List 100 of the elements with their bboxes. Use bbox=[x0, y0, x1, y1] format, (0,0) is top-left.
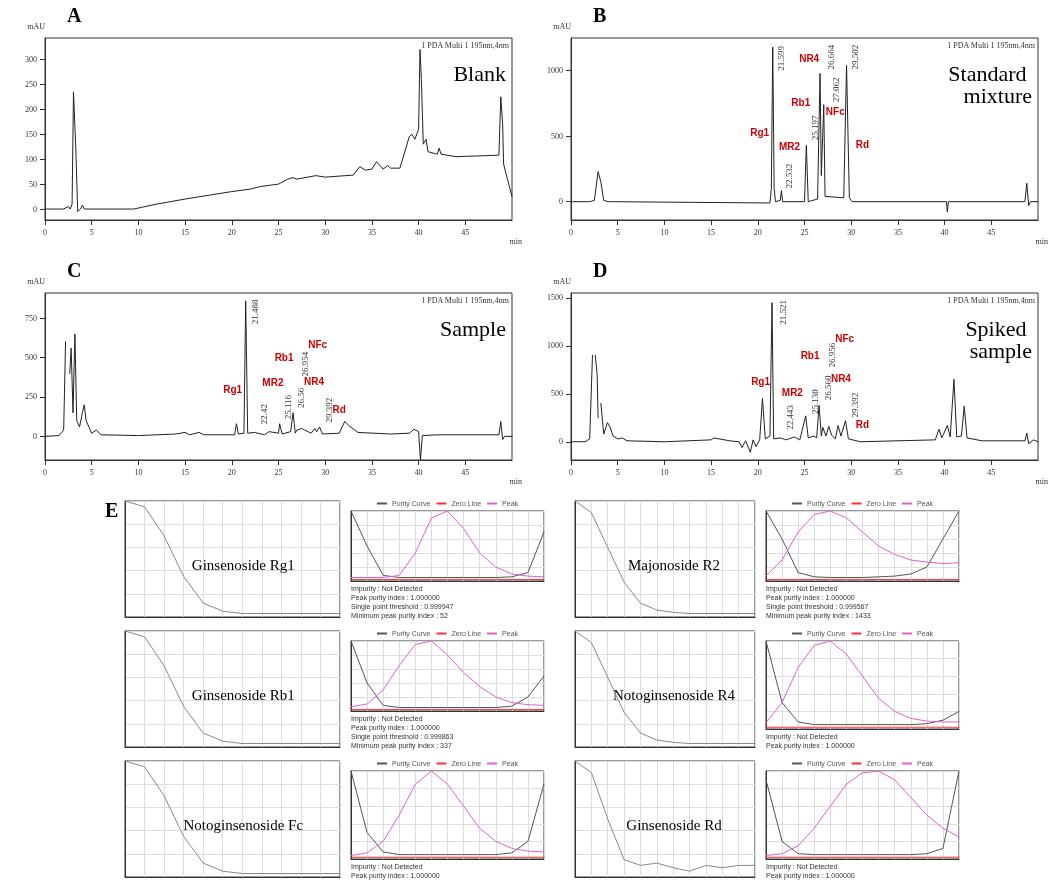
x-tick-label: 5 bbox=[89, 227, 94, 237]
y-axis-title: mAU bbox=[27, 276, 46, 286]
y-tick-label: 0 bbox=[33, 431, 37, 441]
y-axis-title: mAU bbox=[553, 276, 572, 286]
y-tick-label: 500 bbox=[551, 131, 563, 141]
annotation: 29.392 bbox=[324, 397, 335, 423]
annotation: 25.130 bbox=[810, 388, 821, 415]
annotation: MR2 bbox=[262, 376, 284, 388]
x-tick-label: 10 bbox=[660, 467, 669, 477]
annotation: MR2 bbox=[781, 387, 804, 399]
y-tick-label: 0 bbox=[559, 197, 563, 207]
annotation: NFc bbox=[835, 333, 855, 345]
x-tick-label: 40 bbox=[414, 227, 423, 237]
annotation: MR2 bbox=[778, 141, 801, 153]
annotation: Rb1 bbox=[791, 96, 811, 108]
x-tick-label: 25 bbox=[800, 227, 809, 237]
x-tick-label: 40 bbox=[414, 467, 423, 477]
y-tick-label: 150 bbox=[25, 129, 37, 139]
annotation: Rg1 bbox=[751, 375, 771, 387]
y-tick-label: 1000 bbox=[547, 66, 563, 76]
x-tick-label: 10 bbox=[660, 227, 669, 237]
y-tick-label: 200 bbox=[25, 104, 37, 114]
x-tick-label: 5 bbox=[89, 467, 94, 477]
x-tick-label: 45 bbox=[987, 227, 996, 237]
x-tick-label: 0 bbox=[43, 467, 47, 477]
chart-title: A bbox=[67, 4, 82, 26]
annotation: 21.488 bbox=[249, 298, 260, 325]
annotation: 1 PDA Multi 1 195nm,4nm bbox=[947, 40, 1036, 50]
y-tick-label: 0 bbox=[559, 437, 563, 447]
annotation: 1 PDA Multi 1 195nm,4nm bbox=[421, 40, 510, 50]
y-axis-title: mAU bbox=[553, 21, 572, 31]
annotation: 22.443 bbox=[784, 404, 795, 430]
annotation: 26.664 bbox=[825, 44, 836, 70]
annotation: 21.599 bbox=[776, 45, 787, 71]
x-tick-label: 0 bbox=[43, 227, 47, 237]
annotation: Sample bbox=[440, 315, 506, 341]
annotation: Rd bbox=[855, 418, 870, 430]
annotation: Rb1 bbox=[800, 349, 820, 361]
x-tick-label: 30 bbox=[847, 227, 856, 237]
x-tick-label: 35 bbox=[367, 227, 376, 237]
annotation: 1 PDA Multi 1 195nm,4nm bbox=[421, 295, 510, 305]
annotation: Rd bbox=[855, 138, 870, 150]
annotation: Notoginsenoside R4 bbox=[612, 686, 736, 703]
annotation: 26.56 bbox=[296, 387, 307, 409]
x-axis-title: min bbox=[1035, 236, 1048, 246]
x-axis-title: min bbox=[509, 476, 522, 486]
annotation: 29.392 bbox=[849, 392, 860, 418]
x-tick-label: 5 bbox=[615, 467, 620, 477]
y-tick-label: 100 bbox=[25, 154, 37, 164]
x-tick-label: 35 bbox=[367, 467, 376, 477]
annotation: 26.954 bbox=[299, 351, 310, 377]
x-tick-label: 20 bbox=[753, 467, 762, 477]
x-tick-label: 5 bbox=[615, 227, 620, 237]
annotation: 21.521 bbox=[778, 299, 789, 325]
x-tick-label: 15 bbox=[181, 227, 190, 237]
x-tick-label: 20 bbox=[227, 227, 236, 237]
x-tick-label: 30 bbox=[321, 467, 330, 477]
y-tick-label: 1500 bbox=[547, 293, 563, 303]
annotation: NFc bbox=[308, 339, 328, 351]
x-tick-label: 15 bbox=[707, 467, 716, 477]
annotation: Rd bbox=[332, 404, 346, 416]
annotation: Ginsenoside Rg1 bbox=[191, 556, 295, 573]
annotation: Rg1 bbox=[750, 126, 770, 138]
annotation: Standard mixture bbox=[948, 60, 1032, 108]
y-tick-label: 500 bbox=[25, 353, 37, 363]
y-tick-label: 250 bbox=[25, 392, 37, 402]
x-tick-label: 15 bbox=[181, 467, 190, 477]
y-tick-label: 300 bbox=[25, 54, 37, 64]
x-tick-label: 20 bbox=[753, 227, 762, 237]
x-tick-label: 30 bbox=[321, 227, 330, 237]
annotation: NR4 bbox=[303, 375, 325, 387]
annotation: Majonoside R2 bbox=[627, 556, 721, 573]
y-axis-title: mAU bbox=[27, 21, 46, 31]
x-tick-label: 10 bbox=[134, 227, 143, 237]
x-tick-label: 40 bbox=[940, 227, 949, 237]
annotation: 26.956 bbox=[826, 342, 837, 368]
annotation: 1 PDA Multi 1 195nm,4nm bbox=[947, 295, 1036, 305]
x-tick-label: 20 bbox=[227, 467, 236, 477]
x-tick-label: 25 bbox=[274, 467, 283, 477]
y-tick-label: 750 bbox=[25, 313, 37, 323]
x-tick-label: 45 bbox=[461, 467, 470, 477]
x-axis-title: min bbox=[1035, 476, 1048, 486]
x-tick-label: 45 bbox=[987, 467, 996, 477]
x-tick-label: 40 bbox=[940, 467, 949, 477]
chart-title: B bbox=[593, 4, 607, 26]
line-series bbox=[44, 48, 513, 213]
annotation: 29.502 bbox=[850, 44, 861, 70]
x-tick-label: 45 bbox=[461, 227, 470, 237]
annotation: Spiked sample bbox=[965, 315, 1032, 363]
annotation: NR4 bbox=[799, 53, 820, 65]
chart-title: D bbox=[593, 259, 608, 281]
y-tick-label: 1000 bbox=[547, 341, 563, 351]
x-tick-label: 0 bbox=[569, 467, 573, 477]
x-tick-label: 30 bbox=[847, 467, 856, 477]
x-tick-label: 0 bbox=[569, 227, 573, 237]
y-tick-label: 500 bbox=[551, 389, 563, 399]
x-axis-title: min bbox=[509, 236, 522, 246]
x-tick-label: 35 bbox=[893, 467, 902, 477]
x-tick-label: 25 bbox=[800, 467, 809, 477]
chart-title: E bbox=[105, 499, 119, 521]
